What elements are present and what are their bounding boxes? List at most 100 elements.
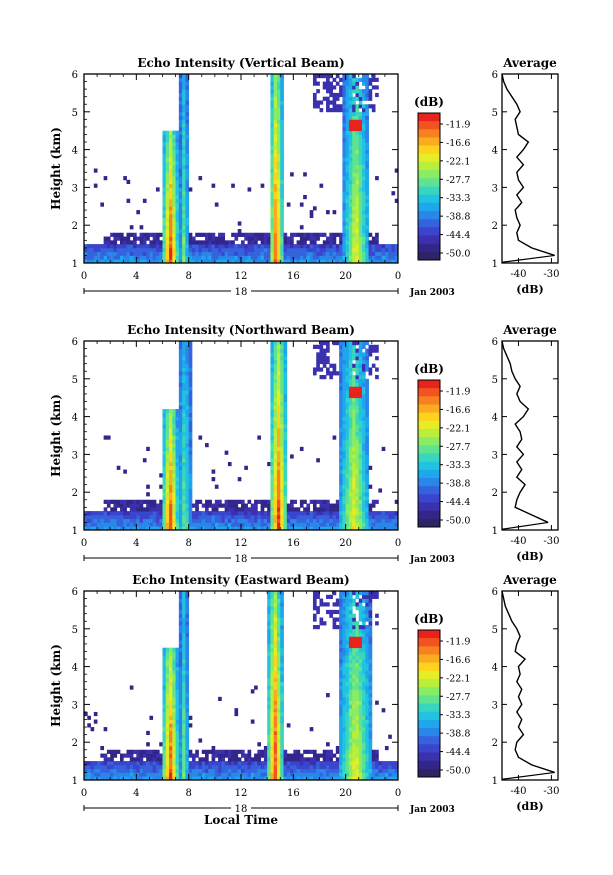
heatmap-cell bbox=[329, 764, 333, 770]
heatmap-cell bbox=[172, 647, 176, 652]
heatmap-cell bbox=[352, 153, 356, 158]
heatmap-cell bbox=[182, 172, 186, 177]
heatmap-cell bbox=[188, 454, 193, 459]
heatmap-cell bbox=[283, 367, 288, 372]
heatmap-cell bbox=[342, 492, 347, 497]
heatmap-cell bbox=[273, 108, 278, 113]
heatmap-cell bbox=[182, 228, 186, 234]
heatmap-cell bbox=[329, 526, 333, 531]
heatmap-cell bbox=[165, 730, 170, 736]
heatmap-cell bbox=[172, 439, 176, 444]
heatmap-cell bbox=[339, 416, 343, 421]
heatmap-cell bbox=[352, 602, 356, 607]
heatmap-cell bbox=[276, 217, 281, 222]
heatmap-cell bbox=[159, 518, 163, 523]
heatmap-cell bbox=[103, 435, 108, 440]
heatmap-cell bbox=[175, 225, 180, 230]
heatmap-cell bbox=[162, 753, 167, 758]
heatmap-cell bbox=[345, 390, 350, 395]
heatmap-cell bbox=[276, 412, 281, 417]
heatmap-cell bbox=[348, 378, 353, 383]
heatmap-cell bbox=[362, 424, 366, 429]
heatmap-cell bbox=[218, 761, 222, 766]
heatmap-cell bbox=[358, 507, 363, 512]
heatmap-cell bbox=[175, 217, 180, 222]
heatmap-cell bbox=[169, 179, 173, 185]
heatmap-cell bbox=[182, 625, 186, 630]
heatmap-cell bbox=[348, 210, 353, 215]
heatmap-cell bbox=[178, 465, 183, 470]
heatmap-cell bbox=[198, 247, 203, 253]
heatmap-cell bbox=[172, 160, 176, 166]
heatmap-cell bbox=[110, 761, 114, 766]
heatmap-cell bbox=[342, 153, 347, 158]
heatmap-cell bbox=[162, 179, 167, 185]
heatmap-cell bbox=[316, 522, 320, 527]
heatmap-cell bbox=[352, 130, 356, 135]
heatmap-cell bbox=[319, 375, 324, 380]
heatmap-cell bbox=[178, 172, 183, 177]
heatmap-cell bbox=[100, 761, 105, 766]
heatmap-cell bbox=[129, 240, 134, 245]
heatmap-cell bbox=[362, 412, 366, 417]
heatmap-cell bbox=[276, 484, 281, 489]
heatmap-cell bbox=[162, 495, 167, 501]
heatmap-cell bbox=[276, 522, 281, 527]
heatmap-cell bbox=[182, 507, 186, 512]
heatmap-cell bbox=[119, 526, 124, 531]
heatmap-cell bbox=[348, 157, 353, 162]
heatmap-cell bbox=[119, 776, 124, 781]
heatmap-cell bbox=[165, 499, 170, 504]
heatmap-cell bbox=[342, 427, 347, 433]
heatmap-cell bbox=[355, 89, 360, 94]
heatmap-cell bbox=[365, 255, 369, 260]
avg-y-tick-label: 6 bbox=[492, 70, 498, 81]
heatmap-cell bbox=[280, 628, 284, 633]
heatmap-cell bbox=[100, 202, 105, 207]
heatmap-cell bbox=[280, 749, 284, 754]
heatmap-cell bbox=[169, 228, 173, 234]
heatmap-cell bbox=[316, 363, 320, 368]
heatmap-cell bbox=[332, 503, 337, 508]
heatmap-cell bbox=[358, 625, 363, 630]
heatmap-cell bbox=[97, 514, 101, 520]
heatmap-cell bbox=[205, 240, 209, 245]
heatmap-cell bbox=[188, 522, 193, 527]
heatmap-cell bbox=[185, 594, 190, 599]
heatmap-cell bbox=[355, 670, 360, 675]
heatmap-cell bbox=[169, 772, 173, 777]
heatmap-cell bbox=[129, 507, 134, 512]
heatmap-cell bbox=[175, 730, 180, 736]
heatmap-cell bbox=[276, 348, 281, 353]
heatmap-cell bbox=[355, 202, 360, 207]
heatmap-cell bbox=[358, 704, 363, 709]
heatmap-cell bbox=[165, 435, 170, 440]
heatmap-cell bbox=[152, 522, 157, 527]
heatmap-cell bbox=[270, 382, 275, 387]
heatmap-cell bbox=[312, 100, 317, 105]
heatmap-cell bbox=[283, 753, 288, 758]
heatmap-cell bbox=[326, 594, 330, 599]
heatmap-cell bbox=[169, 674, 173, 679]
heatmap-cell bbox=[169, 647, 173, 652]
heatmap-cell bbox=[355, 719, 360, 724]
heatmap-cell bbox=[345, 348, 350, 353]
heatmap-cell bbox=[87, 764, 91, 770]
heatmap-cell bbox=[263, 761, 268, 766]
heatmap-cell bbox=[155, 518, 160, 523]
heatmap-cell bbox=[345, 450, 350, 455]
heatmap-cell bbox=[116, 232, 121, 237]
heatmap-cell bbox=[335, 514, 340, 520]
heatmap-cell bbox=[280, 518, 284, 523]
heatmap-cell bbox=[123, 753, 127, 758]
heatmap-cell bbox=[169, 693, 173, 698]
heatmap-cell bbox=[352, 416, 356, 421]
heatmap-cell bbox=[270, 130, 275, 135]
heatmap-cell bbox=[227, 764, 232, 770]
heatmap-cell bbox=[312, 81, 317, 86]
heatmap-cell bbox=[267, 670, 271, 675]
heatmap-cell bbox=[345, 371, 350, 376]
heatmap-cell bbox=[362, 473, 366, 478]
heatmap-cell bbox=[339, 431, 343, 436]
heatmap-cell bbox=[155, 757, 160, 762]
